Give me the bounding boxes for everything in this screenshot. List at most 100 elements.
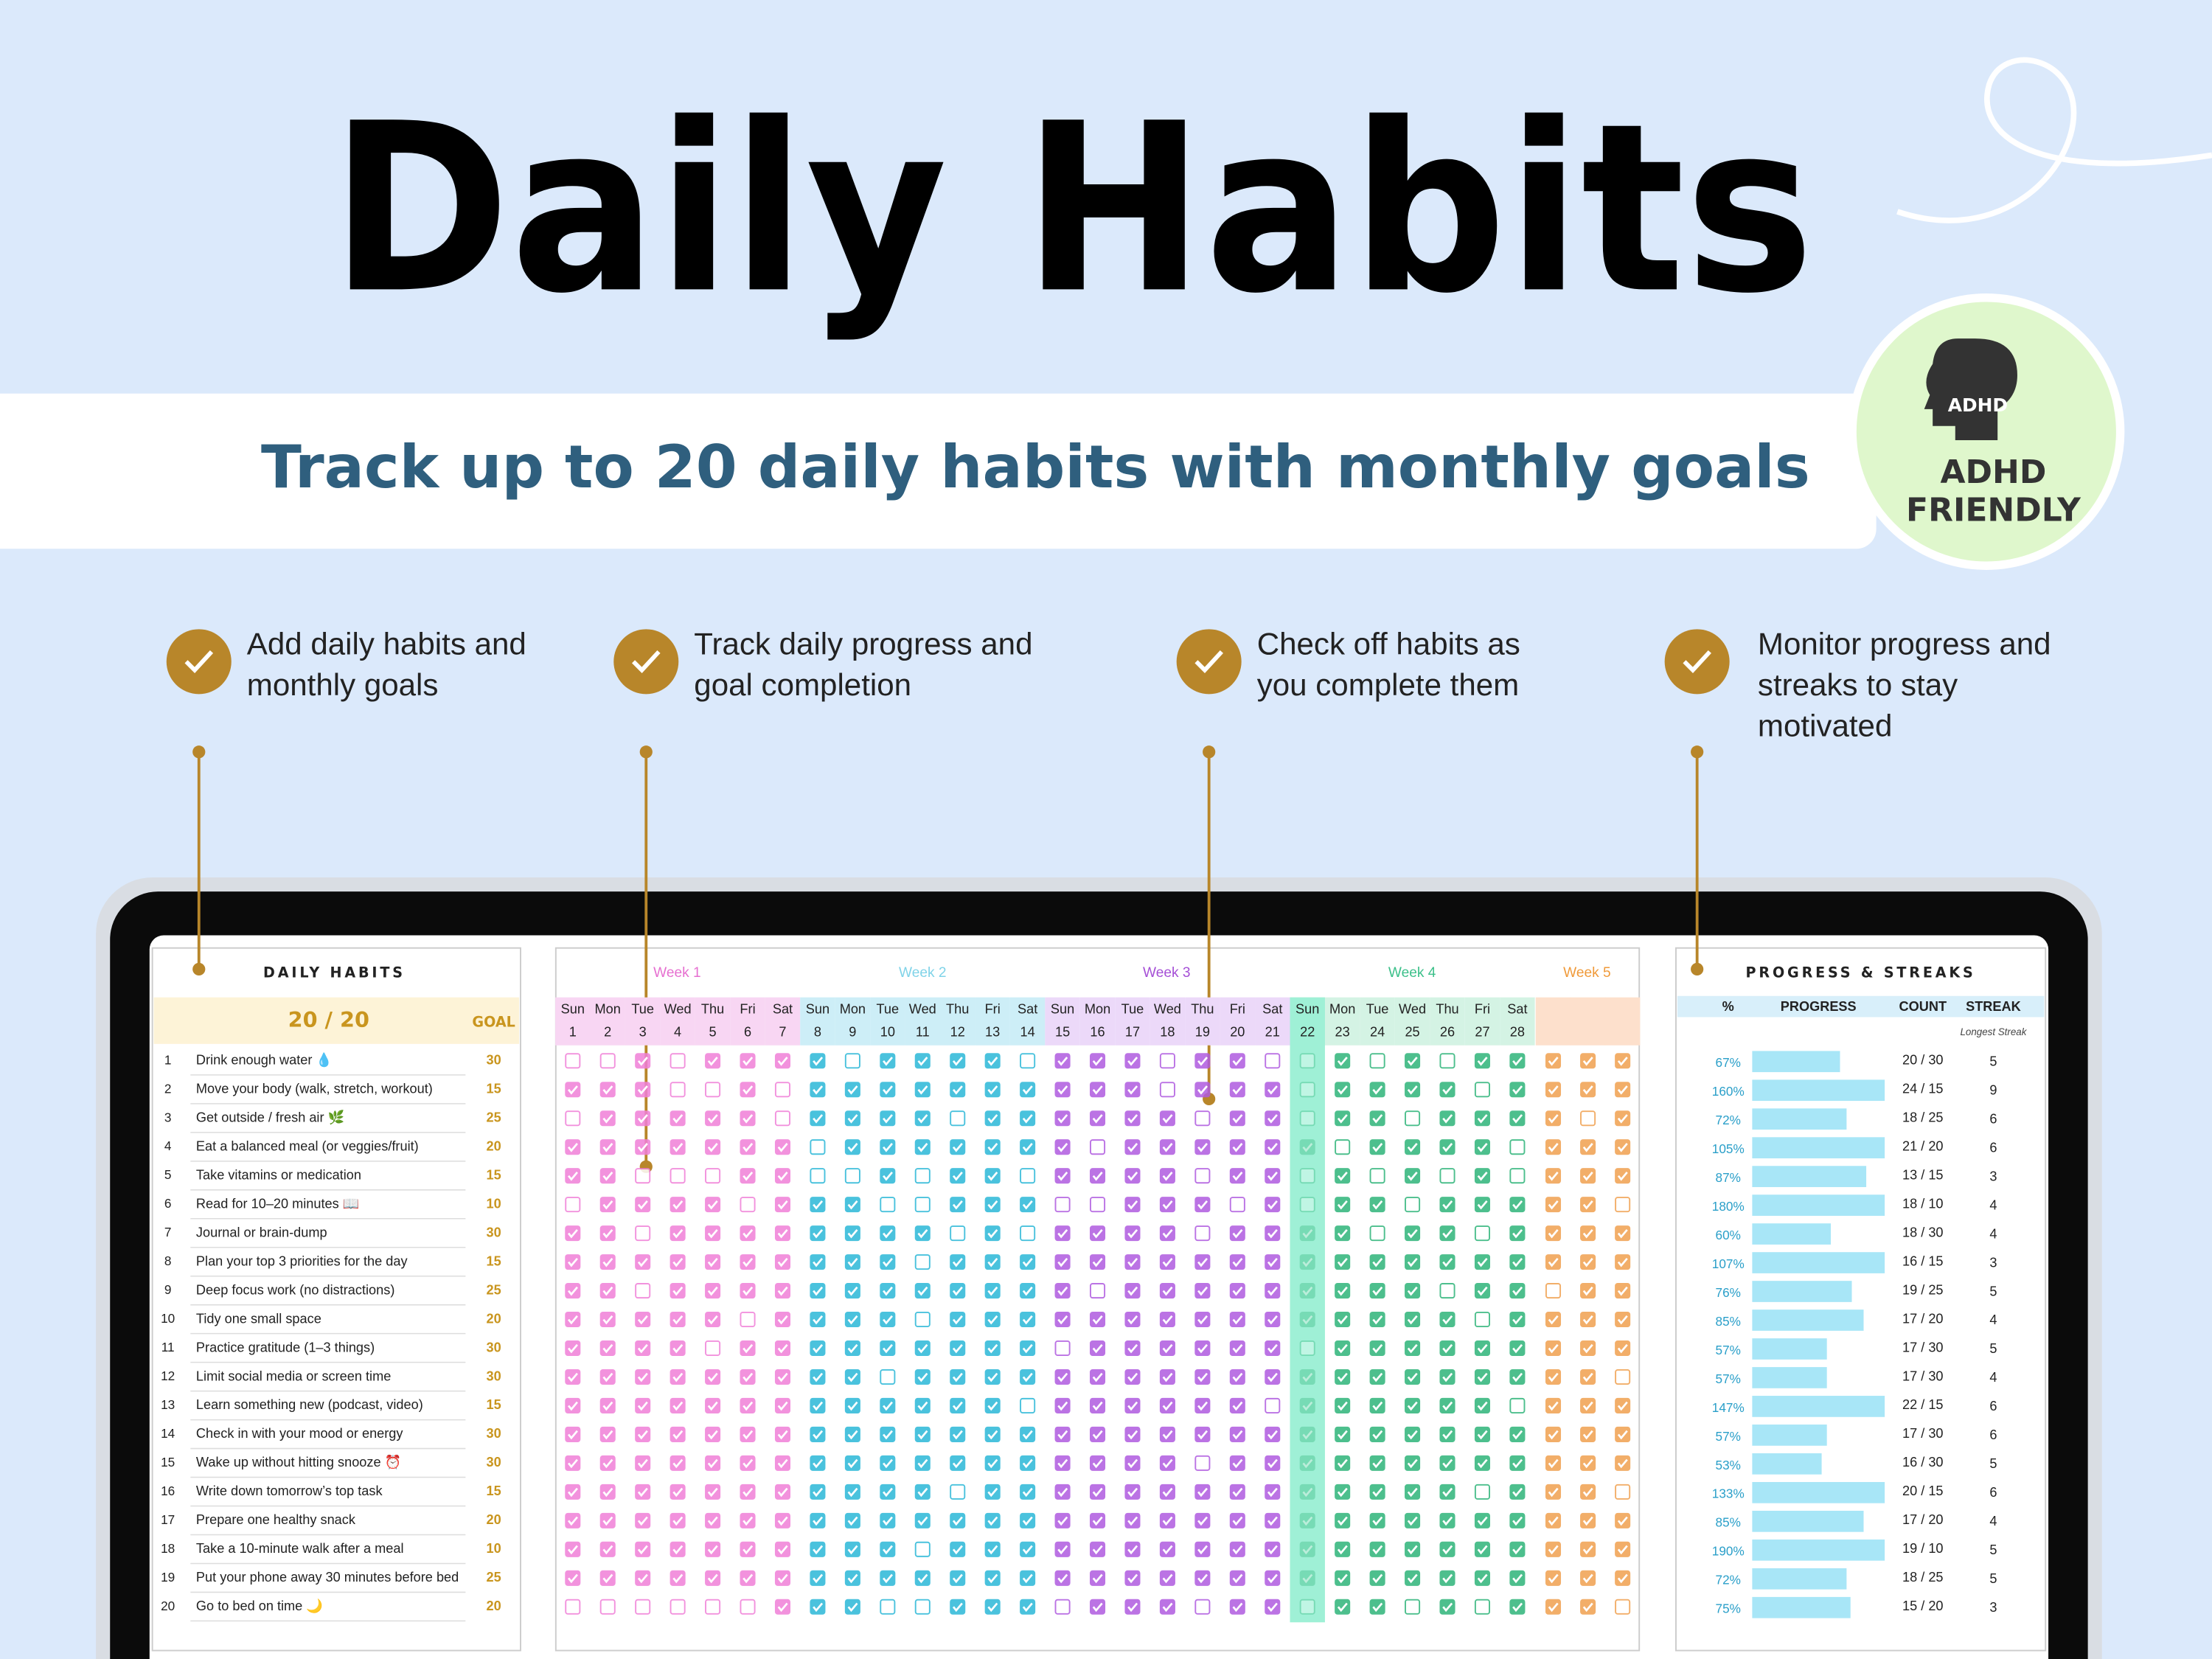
checkmark xyxy=(883,1458,893,1469)
checkmark xyxy=(1127,1257,1138,1267)
checkmark xyxy=(847,1257,858,1267)
badge-line: FRIENDLY xyxy=(1906,492,2081,529)
streak: 3 xyxy=(1989,1255,1997,1270)
checkbox xyxy=(740,1455,756,1471)
checkbox xyxy=(565,1312,581,1328)
checkmark xyxy=(568,1343,578,1354)
checkmark xyxy=(742,1057,754,1066)
checkbox xyxy=(1089,1254,1106,1270)
day-header-bg xyxy=(730,997,765,1046)
checkbox xyxy=(1089,1139,1106,1155)
checkbox xyxy=(1439,1053,1455,1069)
count: 18 / 25 xyxy=(1902,1110,1944,1125)
checkbox xyxy=(1159,1426,1175,1442)
checkmark xyxy=(1617,1085,1628,1095)
checkmark xyxy=(1582,1343,1593,1354)
checkmark xyxy=(637,1114,648,1124)
checkmark xyxy=(1057,1057,1068,1066)
day-header-bg xyxy=(1604,997,1641,1046)
checkmark xyxy=(568,1573,578,1584)
checkbox xyxy=(914,1484,931,1500)
checkbox xyxy=(1335,1512,1351,1528)
habit-number: 6 xyxy=(164,1196,172,1211)
checkmark xyxy=(777,1602,788,1613)
streak: 5 xyxy=(1989,1543,1997,1557)
checkbox xyxy=(1405,1053,1421,1069)
checkmark xyxy=(1442,1257,1453,1267)
checkmark xyxy=(1267,1114,1278,1124)
checkmark xyxy=(707,1401,718,1411)
checkbox xyxy=(635,1599,651,1615)
checkbox xyxy=(1615,1312,1631,1328)
checkmark xyxy=(883,1057,893,1066)
checkmark xyxy=(1337,1602,1348,1613)
progress-bar xyxy=(1752,1166,1867,1187)
checkbox xyxy=(950,1225,966,1242)
checkbox xyxy=(1509,1340,1526,1357)
checkmark xyxy=(1232,1487,1243,1498)
checkmark xyxy=(602,1372,613,1382)
checkmark xyxy=(1092,1516,1103,1526)
checkbox xyxy=(1439,1599,1455,1615)
checkbox xyxy=(1124,1541,1141,1557)
checkbox xyxy=(1089,1484,1106,1500)
checkbox xyxy=(1439,1541,1455,1557)
checkbox xyxy=(1299,1397,1315,1413)
checkmark xyxy=(987,1286,998,1296)
checkbox xyxy=(1054,1053,1071,1069)
checkbox xyxy=(1580,1283,1596,1299)
checkmark xyxy=(1197,1487,1208,1498)
checkmark xyxy=(1337,1573,1348,1584)
checkmark xyxy=(1512,1085,1523,1095)
checkmark xyxy=(987,1401,998,1411)
checkmark xyxy=(1267,1458,1278,1469)
checkmark xyxy=(637,1516,648,1526)
checkbox xyxy=(1124,1397,1141,1413)
checkbox xyxy=(844,1599,860,1615)
checkmark xyxy=(1232,1172,1243,1181)
checkmark xyxy=(1548,1315,1559,1325)
checkbox xyxy=(914,1599,931,1615)
checkbox xyxy=(1335,1541,1351,1557)
checkmark xyxy=(1548,1487,1559,1498)
checkbox xyxy=(1054,1225,1071,1242)
checkbox xyxy=(669,1312,686,1328)
checkbox xyxy=(565,1283,581,1299)
checkmark xyxy=(1337,1487,1348,1498)
checkmark xyxy=(602,1085,613,1095)
checkmark xyxy=(1617,1257,1628,1267)
count: 19 / 10 xyxy=(1902,1541,1944,1556)
week-label: Week 1 xyxy=(653,965,701,981)
checkmark xyxy=(637,1430,648,1440)
checkmark xyxy=(568,1257,578,1267)
checkmark xyxy=(1162,1228,1173,1239)
checkmark xyxy=(1582,1257,1593,1267)
checkbox xyxy=(1089,1312,1106,1328)
checkbox xyxy=(914,1397,931,1413)
checkbox xyxy=(1124,1484,1141,1500)
count: 17 / 20 xyxy=(1902,1512,1944,1527)
checkmark xyxy=(987,1057,998,1066)
checkbox xyxy=(705,1484,721,1500)
checkmark xyxy=(777,1372,788,1382)
checkbox xyxy=(1124,1110,1141,1127)
checkbox xyxy=(1194,1368,1211,1385)
checkbox xyxy=(1229,1139,1245,1155)
checkmark xyxy=(1022,1573,1033,1584)
habit-name: Learn something new (podcast, video) xyxy=(196,1397,423,1412)
checkbox xyxy=(565,1082,581,1098)
checkmark xyxy=(602,1143,613,1152)
checkmark xyxy=(813,1057,824,1066)
checkbox xyxy=(1265,1512,1281,1528)
checkmark xyxy=(568,1545,578,1555)
checkbox xyxy=(565,1168,581,1184)
checkbox xyxy=(1405,1570,1421,1586)
checkbox xyxy=(914,1254,931,1270)
day-name: Fri xyxy=(985,1002,1001,1017)
checkbox xyxy=(1194,1455,1211,1471)
checkbox xyxy=(1194,1197,1211,1213)
checkmark xyxy=(952,1143,963,1152)
checkbox xyxy=(1054,1197,1071,1213)
checkbox xyxy=(844,1168,860,1184)
habit-goal: 15 xyxy=(487,1167,501,1182)
